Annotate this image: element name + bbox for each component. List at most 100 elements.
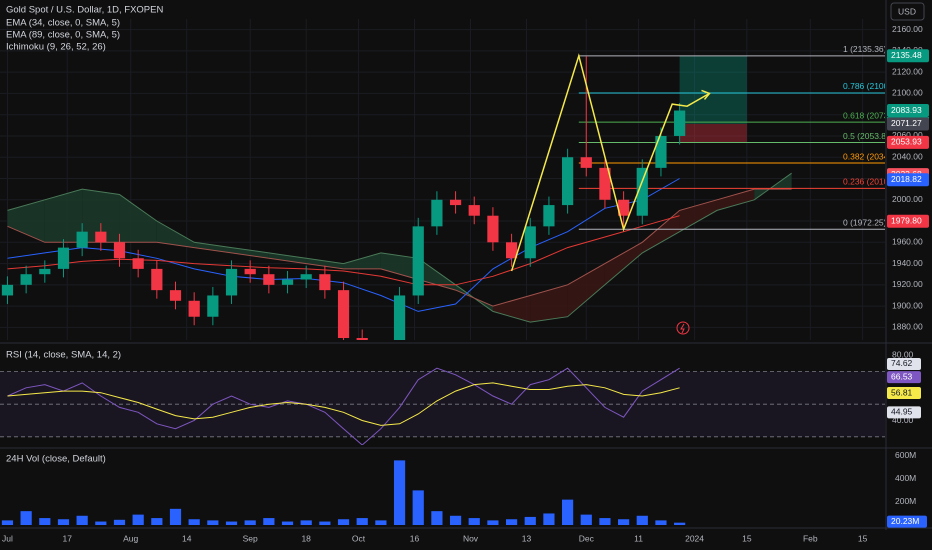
price-tag — [887, 214, 929, 228]
candle-body — [431, 199, 443, 227]
x-tick-label: Nov — [463, 533, 479, 543]
volume-bar — [468, 518, 480, 525]
volume-tag — [887, 515, 927, 528]
volume-bar — [281, 521, 294, 525]
candle-body — [618, 199, 630, 216]
volume-bar — [580, 514, 592, 525]
ichimoku-cloud — [119, 194, 157, 243]
candle-body — [225, 268, 238, 296]
candle-body — [319, 274, 331, 291]
candle-body — [20, 274, 32, 285]
price-tag-label: 2135.48 — [891, 50, 922, 60]
ichimoku-cloud — [268, 252, 307, 264]
event-icon-bolt — [680, 323, 685, 334]
zigzag-drawing — [510, 53, 710, 272]
ichimoku-cloud — [82, 189, 120, 243]
ichimoku-cloud — [343, 252, 381, 269]
candle-body — [337, 290, 350, 338]
rsi-tag — [887, 387, 921, 400]
fib-label: 0 (1972.25) — [843, 218, 887, 228]
candle-body — [636, 167, 648, 216]
rsi-tick-label: 80.00 — [892, 349, 914, 359]
volume-bar — [225, 521, 238, 525]
main-pane: 1 (2135.36) 0.786 (2100.46) 0.618 (2073.06… — [0, 19, 903, 340]
rsi-tag — [887, 406, 921, 419]
x-tick-label: Sep — [243, 533, 258, 543]
fib-label: 0.618 (2073.06) — [843, 110, 903, 120]
event-icon[interactable] — [676, 321, 690, 335]
legend-volume[interactable]: 24H Vol (close, Default) — [6, 454, 106, 465]
volume-bar — [356, 518, 368, 525]
ichimoku-cloud — [716, 189, 755, 211]
volume-bar — [674, 522, 686, 525]
volume-bar — [39, 518, 51, 525]
symbol-title[interactable]: Gold Spot / U.S. Dollar, 1D, FXOPEN — [6, 5, 163, 16]
ichimoku-cloud — [492, 295, 531, 323]
legend-rsi[interactable]: RSI (14, close, SMA, 14, 2) — [6, 350, 121, 361]
x-tick-label: Aug — [123, 533, 138, 543]
volume-bar — [412, 490, 424, 525]
volume-bar — [95, 521, 107, 525]
x-tick-label: 2024 — [685, 533, 704, 543]
fib-label: 0.236 (2010.75) — [843, 177, 903, 187]
candle-body — [356, 338, 368, 340]
price-tag — [887, 173, 929, 187]
ichimoku-cloud — [567, 263, 605, 317]
ichimoku-span-b — [7, 188, 792, 307]
fib-label: 0.5 (2053.81) — [843, 131, 894, 141]
volume-bar — [393, 460, 406, 525]
volume-bar — [1, 520, 14, 525]
y-tick-label: 1880.00 — [892, 322, 923, 332]
volume-bar — [337, 519, 350, 525]
ichimoku-cloud — [380, 252, 419, 280]
volume-tick-label: 400M — [895, 473, 916, 483]
candle-body — [599, 167, 611, 200]
candle-body — [543, 205, 555, 227]
y-tick-label: 2040.00 — [892, 151, 923, 161]
y-tick-label: 1900.00 — [892, 300, 923, 310]
x-tick-label: 14 — [182, 533, 192, 543]
y-tick-label: 1940.00 — [892, 258, 923, 268]
fib-label: 1 (2135.36) — [843, 44, 887, 54]
legend-ema89[interactable]: EMA (89, close, 0, SMA, 5) — [6, 30, 120, 41]
candle-body — [655, 135, 667, 168]
y-tick-label: 1960.00 — [892, 237, 923, 247]
candle-body — [449, 199, 462, 206]
x-tick-label: 16 — [410, 533, 420, 543]
rsi-tag-label: 44.95 — [891, 407, 913, 417]
candle-body — [524, 226, 536, 259]
x-tick-label: Jul — [2, 533, 13, 543]
volume-bar — [132, 514, 144, 525]
x-tick-label: Dec — [579, 533, 595, 543]
candle-body — [39, 268, 51, 275]
volume-bar — [524, 516, 536, 525]
volume-bar — [487, 520, 499, 525]
volume-tick-label: 200M — [895, 496, 916, 506]
currency-label[interactable]: USD — [898, 6, 916, 16]
candle-body — [244, 268, 256, 275]
volume-bar — [151, 518, 163, 525]
candle-body — [95, 231, 107, 243]
price-tag — [887, 49, 929, 63]
candle-body — [674, 110, 686, 136]
candle-body — [151, 268, 163, 291]
candle-body — [561, 157, 574, 206]
candle-body — [207, 295, 219, 317]
currency-button[interactable] — [890, 2, 925, 21]
candle-body — [113, 242, 126, 259]
x-tick-label: 18 — [301, 533, 311, 543]
volume-bar — [57, 519, 70, 525]
rsi-tag-label: 66.53 — [891, 371, 913, 381]
volume-bar — [113, 519, 126, 525]
y-tick-label: 2060.00 — [892, 130, 923, 140]
price-tag-label: 2071.27 — [891, 118, 922, 128]
legend-ema34[interactable]: EMA (34, close, 0, SMA, 5) — [6, 18, 120, 29]
volume-bar — [188, 519, 200, 525]
legend-ichimoku[interactable]: Ichimoku (9, 26, 52, 26) — [6, 42, 106, 53]
price-tag — [887, 117, 929, 131]
x-tick-label: Oct — [352, 533, 366, 543]
price-tag-label: 2083.93 — [891, 105, 922, 115]
x-tick-label: 11 — [634, 533, 643, 543]
y-tick-label: 1920.00 — [892, 279, 923, 289]
candle-body — [281, 279, 294, 285]
